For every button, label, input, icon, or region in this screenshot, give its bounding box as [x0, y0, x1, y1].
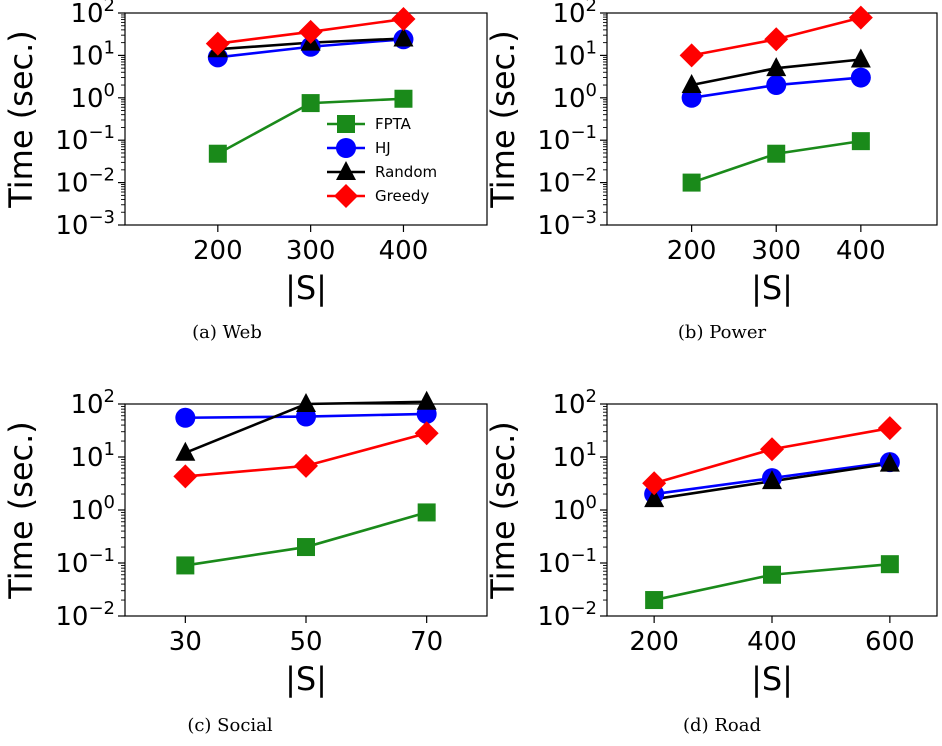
y-tick-label: 10−2	[537, 598, 597, 632]
data-point-fpta	[851, 132, 870, 151]
x-tick-label: 30	[169, 627, 202, 657]
y-tick-label: 10−2	[55, 165, 115, 199]
data-point-greedy	[642, 471, 667, 496]
data-point-greedy	[294, 453, 318, 478]
data-point-greedy	[205, 31, 230, 56]
x-tick-label: 200	[667, 236, 717, 266]
panel-caption: (c) Social	[187, 715, 273, 736]
data-point-greedy	[173, 464, 198, 489]
plot-area	[606, 12, 938, 226]
x-tick-label: 70	[410, 627, 443, 657]
x-tick-label: 400	[747, 627, 797, 657]
chart-panel-2: 10−3 10−2 10−1 100 101 102 200 300 400 |S| Time (s…	[484, 0, 938, 343]
x-tick-label: 400	[836, 236, 886, 266]
y-axis-label: Time (sec.)	[2, 421, 40, 600]
y-tick-label: 100	[70, 80, 115, 114]
y-tick-label: 10−3	[537, 207, 597, 241]
plot-area	[124, 12, 488, 226]
data-point-greedy	[760, 437, 784, 462]
y-axis-label: Time (sec.)	[484, 30, 522, 209]
data-point-random	[296, 393, 316, 412]
data-point-fpta	[208, 144, 227, 163]
data-point-greedy	[877, 416, 902, 441]
legend-label: Greedy	[375, 187, 429, 205]
data-point-fpta	[297, 538, 315, 557]
y-tick-label: 10−2	[55, 598, 115, 632]
y-tick-label: 10−1	[55, 122, 115, 156]
y-tick-label: 102	[552, 0, 597, 29]
data-point-random	[762, 470, 782, 490]
data-point-fpta	[394, 89, 413, 108]
legend-marker-greedy	[334, 184, 358, 208]
legend-marker-random	[336, 161, 356, 180]
y-tick-label: 101	[552, 439, 597, 473]
data-point-random	[393, 27, 414, 47]
data-point-random	[644, 488, 665, 508]
data-point-fpta	[763, 565, 781, 584]
x-tick-label: 300	[286, 236, 336, 266]
data-point-random	[681, 74, 702, 94]
y-tick-label: 102	[70, 0, 115, 29]
data-point-hj	[175, 407, 196, 428]
x-tick-label: 600	[865, 627, 915, 657]
x-axis-label: |S|	[751, 660, 793, 698]
data-point-fpta	[176, 556, 195, 575]
data-point-greedy	[391, 7, 416, 32]
y-tick-label: 102	[552, 386, 597, 420]
data-point-fpta	[645, 591, 664, 610]
data-point-hj	[850, 67, 871, 88]
y-tick-label: 101	[70, 439, 115, 473]
data-point-random	[175, 441, 196, 461]
x-tick-label: 200	[193, 236, 243, 266]
legend: FPTA HJ Random Greedy	[327, 115, 437, 208]
x-tick-label: 50	[289, 627, 322, 657]
x-axis-label: |S|	[285, 660, 327, 698]
chart-panel-4: 10−2 10−1 100 101 102 200 400 600 |S| Time (sec.)…	[484, 386, 938, 736]
y-axis-label: Time (sec.)	[484, 421, 522, 600]
legend-marker-fpta	[337, 115, 355, 133]
legend-label: FPTA	[375, 115, 412, 133]
chart-panel-1: 10−3 10−2 10−1 100 101 102 200 300 400 |S| Time (s…	[2, 0, 488, 343]
data-point-random	[850, 48, 871, 68]
data-point-fpta	[682, 173, 701, 192]
legend-marker-hj	[336, 138, 356, 158]
x-tick-label: 400	[379, 236, 429, 266]
y-tick-label: 101	[70, 37, 115, 71]
legend-label: HJ	[375, 139, 391, 157]
legend-label: Random	[375, 163, 437, 181]
y-tick-label: 10−1	[537, 122, 597, 156]
y-tick-label: 10−3	[55, 207, 115, 241]
data-point-greedy	[298, 19, 323, 44]
data-point-greedy	[764, 27, 789, 52]
y-tick-label: 102	[70, 386, 115, 420]
panel-caption: (b) Power	[678, 322, 767, 343]
data-point-fpta	[417, 503, 436, 522]
data-point-random	[879, 452, 900, 472]
y-tick-label: 100	[70, 492, 115, 526]
panel-caption: (d) Road	[683, 715, 761, 736]
x-axis-label: |S|	[751, 269, 793, 307]
data-point-hj	[766, 75, 787, 96]
y-tick-label: 10−1	[537, 545, 597, 579]
chart-panel-3: 10−2 10−1 100 101 102 30 50 70 |S| Time (sec.) (c)…	[2, 386, 488, 736]
x-axis-label: |S|	[285, 269, 327, 307]
data-point-fpta	[767, 144, 786, 163]
panel-caption: (a) Web	[192, 322, 262, 343]
y-tick-label: 10−1	[55, 545, 115, 579]
data-point-fpta	[880, 555, 899, 574]
x-tick-label: 200	[629, 627, 679, 657]
data-point-fpta	[301, 94, 320, 113]
data-point-random	[766, 57, 787, 77]
y-tick-label: 101	[552, 37, 597, 71]
y-tick-label: 100	[552, 80, 597, 114]
y-tick-label: 10−2	[537, 165, 597, 199]
y-axis-label: Time (sec.)	[2, 30, 40, 209]
data-point-greedy	[848, 5, 873, 30]
x-tick-label: 300	[751, 236, 801, 266]
data-point-random	[416, 390, 437, 410]
y-tick-label: 100	[552, 492, 597, 526]
data-point-greedy	[679, 43, 704, 68]
data-point-greedy	[414, 421, 439, 446]
